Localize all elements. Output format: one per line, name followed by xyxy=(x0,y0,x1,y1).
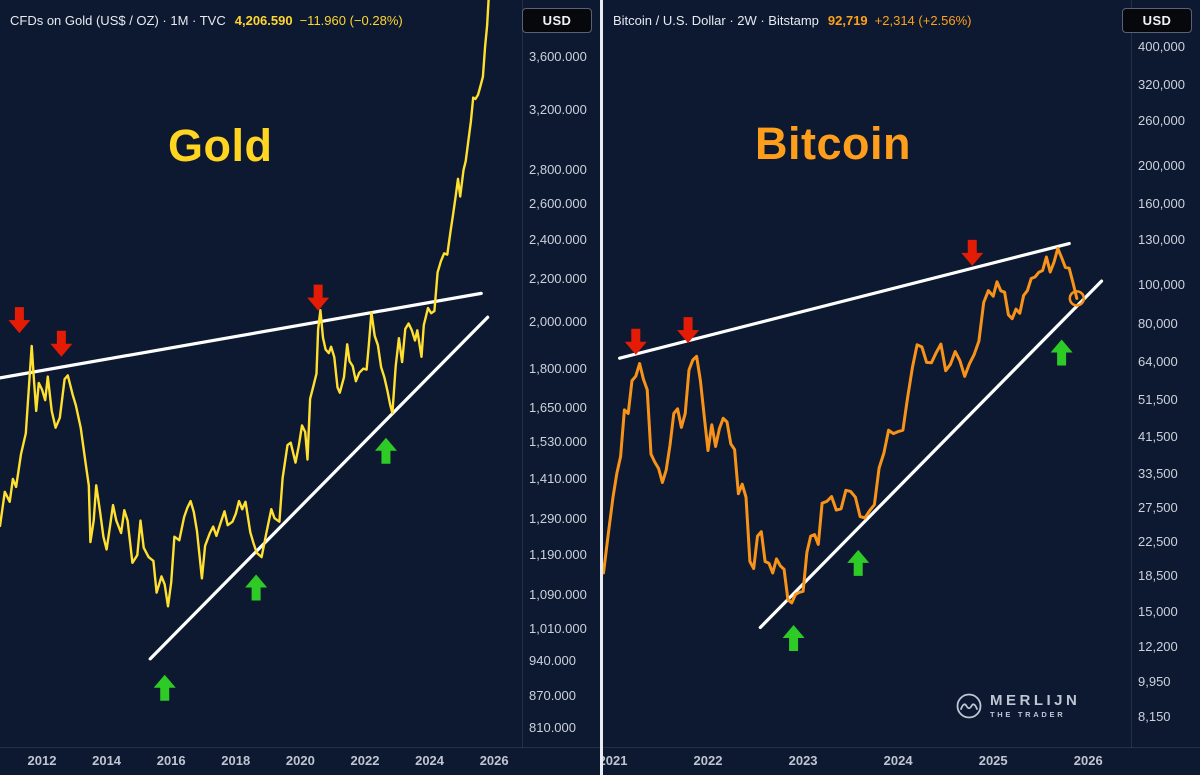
time-tick-label: 2025 xyxy=(978,753,1008,768)
price-tick-label: 12,200 xyxy=(1138,639,1178,655)
bitcoin-resistance-trendline[interactable] xyxy=(618,241,1071,360)
bitcoin-support-trendline[interactable] xyxy=(758,279,1104,630)
price-tick-label: 2,800.000 xyxy=(529,162,587,178)
price-tick-label: 51,500 xyxy=(1138,391,1178,407)
gold-currency-button[interactable]: USD xyxy=(522,8,592,33)
price-tick-label: 1,010.000 xyxy=(529,620,587,636)
price-tick-label: 2,400.000 xyxy=(529,231,587,247)
gold-last-price: 4,206.590 xyxy=(234,13,293,28)
price-tick-label: 9,950 xyxy=(1138,674,1171,690)
gold-resistance-trendline[interactable] xyxy=(0,291,483,380)
bitcoin-symbol-description[interactable]: Bitcoin / U.S. Dollar · 2W · Bitstamp xyxy=(613,13,819,28)
merlijn-logo-icon xyxy=(956,693,982,719)
time-tick-label: 2024 xyxy=(883,753,913,768)
time-tick-label: 2024 xyxy=(415,753,445,768)
gold-support-trendline[interactable] xyxy=(148,315,490,661)
bitcoin-last-price: 92,719 xyxy=(827,13,868,28)
price-tick-label: 1,530.000 xyxy=(529,434,587,450)
price-tick-label: 810.000 xyxy=(529,720,576,736)
gold-chart-title: Gold xyxy=(168,120,273,171)
signal-arrow-up-icon xyxy=(374,437,397,464)
gold-panel: Gold CFDs on Gold (US$ / OZ) · 1M · TVC 4… xyxy=(0,0,600,775)
signal-arrow-down-icon xyxy=(50,330,73,357)
price-tick-label: 100,000 xyxy=(1138,277,1185,293)
time-tick-label: 2026 xyxy=(1073,753,1103,768)
price-tick-label: 1,800.000 xyxy=(529,361,587,377)
price-tick-label: 200,000 xyxy=(1138,158,1185,174)
bitcoin-price-line[interactable] xyxy=(603,246,1079,605)
gold-price-line[interactable] xyxy=(0,0,490,608)
signal-arrow-up-icon xyxy=(245,574,268,601)
price-tick-label: 320,000 xyxy=(1138,77,1185,93)
time-tick-label: 2014 xyxy=(92,753,122,768)
price-tick-label: 3,200.000 xyxy=(529,102,587,118)
bitcoin-chart-title: Bitcoin xyxy=(755,118,911,169)
watermark-brand-name: MERLIJN xyxy=(990,691,1081,709)
price-tick-label: 2,600.000 xyxy=(529,195,587,211)
gold-legend: CFDs on Gold (US$ / OZ) · 1M · TVC 4,206.… xyxy=(10,13,403,28)
bitcoin-price-change: +2,314 (+2.56%) xyxy=(874,13,972,28)
price-tick-label: 940.000 xyxy=(529,653,576,669)
bitcoin-price-axis[interactable]: 400,000 320,000 260,000 200,000 160,000 130,0… xyxy=(1131,0,1200,748)
gold-price-change: −11.960 (−0.28%) xyxy=(299,13,403,28)
price-tick-label: 1,090.000 xyxy=(529,586,587,602)
price-tick-label: 160,000 xyxy=(1138,196,1185,212)
gold-chart-canvas[interactable] xyxy=(0,0,520,748)
signal-arrow-down-icon xyxy=(624,328,647,355)
signal-arrow-up-icon xyxy=(1050,339,1073,366)
price-tick-label: 130,000 xyxy=(1138,232,1185,248)
bitcoin-chart-canvas[interactable] xyxy=(603,0,1131,748)
price-tick-label: 8,150 xyxy=(1138,708,1171,724)
signal-arrow-down-icon xyxy=(961,239,984,266)
merlijn-logo-text: MERLIJN THE TRADER xyxy=(990,691,1081,720)
signal-arrow-up-icon xyxy=(153,674,176,701)
price-tick-label: 400,000 xyxy=(1138,38,1185,54)
signal-arrow-up-icon xyxy=(782,624,805,651)
signal-arrow-up-icon xyxy=(847,549,870,576)
price-tick-label: 41,500 xyxy=(1138,428,1178,444)
time-tick-label: 2016 xyxy=(156,753,186,768)
time-tick-label: 2022 xyxy=(350,753,380,768)
signal-arrow-down-icon xyxy=(307,284,330,311)
bitcoin-time-axis[interactable]: 2021 2022 2023 2024 2025 2026 xyxy=(603,747,1200,775)
bitcoin-last-price-marker xyxy=(1068,290,1086,307)
price-tick-label: 80,000 xyxy=(1138,315,1178,331)
price-tick-label: 260,000 xyxy=(1138,112,1185,128)
time-tick-label: 2026 xyxy=(479,753,509,768)
price-tick-label: 33,500 xyxy=(1138,465,1178,481)
time-tick-label: 2018 xyxy=(221,753,251,768)
price-tick-label: 15,000 xyxy=(1138,603,1178,619)
watermark-brand-tagline: THE TRADER xyxy=(990,710,1066,720)
price-tick-label: 18,500 xyxy=(1138,567,1178,583)
gold-time-axis[interactable]: 2012 2014 2016 2018 2020 2022 2024 2026 xyxy=(0,747,600,775)
gold-price-axis[interactable]: 3,600.000 3,200.000 2,800.000 2,600.000 2,40… xyxy=(522,0,600,748)
price-tick-label: 2,000.000 xyxy=(529,313,587,329)
price-tick-label: 1,290.000 xyxy=(529,510,587,526)
price-tick-label: 22,500 xyxy=(1138,534,1178,550)
time-tick-label: 2023 xyxy=(788,753,818,768)
price-tick-label: 64,000 xyxy=(1138,354,1178,370)
bitcoin-panel: Bitcoin Bitcoin / U.S. Dollar · 2W · Bit… xyxy=(600,0,1200,775)
bitcoin-legend: Bitcoin / U.S. Dollar · 2W · Bitstamp 92,… xyxy=(613,13,972,28)
time-tick-label: 2012 xyxy=(27,753,57,768)
price-tick-label: 2,200.000 xyxy=(529,270,587,286)
bitcoin-currency-button[interactable]: USD xyxy=(1122,8,1192,33)
price-tick-label: 3,600.000 xyxy=(529,49,587,65)
merlijn-the-trader-watermark: MERLIJN THE TRADER xyxy=(955,692,1080,720)
time-tick-label: 2020 xyxy=(285,753,315,768)
price-tick-label: 1,410.000 xyxy=(529,470,587,486)
price-tick-label: 27,500 xyxy=(1138,499,1178,515)
price-tick-label: 870.000 xyxy=(529,688,576,703)
time-tick-label: 2021 xyxy=(600,753,628,768)
gold-symbol-description[interactable]: CFDs on Gold (US$ / OZ) · 1M · TVC xyxy=(10,13,226,28)
price-tick-label: 1,190.000 xyxy=(529,547,587,563)
price-tick-label: 1,650.000 xyxy=(529,400,587,416)
signal-arrow-down-icon xyxy=(8,307,31,334)
time-tick-label: 2022 xyxy=(693,753,723,768)
signal-arrow-down-icon xyxy=(677,317,700,344)
